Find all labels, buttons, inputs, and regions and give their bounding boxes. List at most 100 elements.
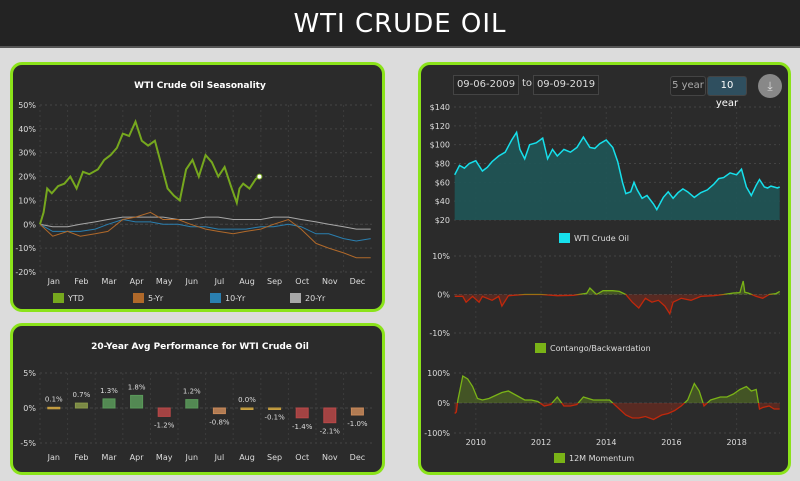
bar-label-jul: -0.8% xyxy=(209,419,230,427)
seasonality-x-tick: Nov xyxy=(322,277,338,286)
seasonality-x-tick: Sep xyxy=(267,277,282,286)
legend-10-yr-swatch xyxy=(210,293,221,303)
seasonality-x-tick: Aug xyxy=(239,277,255,286)
bar-label-nov: -2.1% xyxy=(320,428,341,436)
avg-perf-x-tick: Aug xyxy=(239,453,255,462)
bar-aug xyxy=(240,407,254,410)
legend-ytd-swatch xyxy=(53,293,64,303)
legend-momentum-swatch xyxy=(554,453,565,463)
bar-label-oct: -1.4% xyxy=(292,423,313,431)
bar-label-apr: 1.8% xyxy=(128,383,146,391)
momentum-area-pos xyxy=(454,376,780,403)
avg-perf-x-tick: May xyxy=(156,453,173,462)
history-panel: 09-06-2009 to 09-09-2019 5 year 10 year … xyxy=(418,62,791,475)
history-charts: $140 $120 $100 $80 $60 $40 $20 WTI Crude Oil 10%… xyxy=(424,103,781,463)
price-y-tick: $60 xyxy=(435,178,450,187)
seasonality-y-tick: 30% xyxy=(18,149,36,158)
contango-y-tick: 10% xyxy=(432,252,450,261)
seasonality-y-tick: -20% xyxy=(15,268,36,277)
range-5-year-button[interactable]: 5 year xyxy=(670,76,706,96)
legend-5-yr-swatch xyxy=(133,293,144,303)
seasonality-x-tick: May xyxy=(156,277,173,286)
avg-perf-x-tick: Sep xyxy=(267,453,282,462)
price-line xyxy=(454,130,780,212)
chart-title: 20-Year Avg Performance for WTI Crude Oi… xyxy=(91,342,309,352)
bar-jun xyxy=(185,399,199,409)
contango-y-tick: 0% xyxy=(437,291,450,300)
seasonality-y-tick: 10% xyxy=(18,196,36,205)
series-line-5-yr xyxy=(39,211,371,259)
contango-line-pos xyxy=(515,280,781,295)
seasonality-x-tick: Jun xyxy=(185,277,199,286)
chart-title: WTI Crude Oil Seasonality xyxy=(134,81,266,91)
seasonality-x-tick: Jul xyxy=(214,277,225,286)
avg-perf-x-tick: Nov xyxy=(322,453,338,462)
seasonality-y-tick: 0% xyxy=(23,220,36,229)
avg-perf-x-tick: Oct xyxy=(295,453,309,462)
seasonality-x-tick: Jan xyxy=(47,277,60,286)
series-line-ytd xyxy=(39,118,260,225)
contango-area-neg xyxy=(454,294,780,314)
bar-sep xyxy=(268,407,282,410)
bar-jul xyxy=(212,407,226,415)
bar-mar xyxy=(102,398,116,409)
seasonality-x-tick: Apr xyxy=(130,277,145,286)
legend-contango-swatch xyxy=(535,343,546,353)
price-area xyxy=(454,132,780,220)
bar-jan xyxy=(47,406,61,410)
seasonality-x-tick: Mar xyxy=(101,277,117,286)
year-x-tick: 2010 xyxy=(466,438,486,447)
download-button[interactable]: ⤓ xyxy=(758,74,782,98)
from-date-input[interactable]: 09-06-2009 xyxy=(453,75,519,95)
header-bar: WTI CRUDE OIL xyxy=(0,0,800,48)
page-title: WTI CRUDE OIL xyxy=(293,9,507,39)
legend-wti-crude-oil-label: WTI Crude Oil xyxy=(574,234,629,243)
ytd-last-point xyxy=(256,173,263,180)
seasonality-y-tick: 50% xyxy=(18,101,36,110)
momentum-area-neg xyxy=(454,403,780,420)
bar-apr xyxy=(130,394,144,409)
avg-perf-x-tick: Apr xyxy=(130,453,145,462)
momentum-line-pos xyxy=(456,374,760,403)
legend-ytd-label: YTD xyxy=(67,294,84,303)
avg-perf-x-tick: Jan xyxy=(47,453,60,462)
avg-perf-x-tick: Feb xyxy=(74,453,88,462)
avg-perf-x-tick: Jun xyxy=(185,453,199,462)
seasonality-x-tick: Dec xyxy=(350,277,365,286)
seasonality-panel: WTI Crude Oil Seasonality 50% 40% 30% 20% 10%… xyxy=(10,62,385,312)
avg-perf-y-tick: -5% xyxy=(20,439,36,448)
bar-label-dec: -1.0% xyxy=(347,420,368,428)
contango-line-neg xyxy=(454,294,775,316)
to-date-input[interactable]: 09-09-2019 xyxy=(533,75,599,95)
legend-20-yr-label: 20-Yr xyxy=(305,294,326,303)
seasonality-y-tick: 20% xyxy=(18,173,36,182)
seasonality-y-tick: 40% xyxy=(18,125,36,134)
avg-perf-x-tick: Jul xyxy=(214,453,225,462)
seasonality-x-tick: Oct xyxy=(295,277,309,286)
contango-area-pos xyxy=(454,281,780,295)
momentum-line-neg xyxy=(454,403,780,421)
avg-perf-y-tick: 0% xyxy=(23,404,36,413)
legend-10-yr-label: 10-Yr xyxy=(225,294,246,303)
legend-momentum-label: 12M Momentum xyxy=(569,454,634,463)
series-line-20-yr xyxy=(39,216,371,230)
contango-y-tick: -10% xyxy=(429,329,450,338)
price-y-tick: $80 xyxy=(435,160,450,169)
bar-oct xyxy=(295,407,309,419)
seasonality-y-tick: -10% xyxy=(15,244,36,253)
bar-may xyxy=(157,407,171,417)
avg-performance-panel: 20-Year Avg Performance for WTI Crude Oi… xyxy=(10,323,385,475)
price-y-tick: $140 xyxy=(430,103,450,112)
seasonality-chart: WTI Crude Oil Seasonality 50% 40% 30% 20% 10%… xyxy=(15,81,372,303)
avg-perf-x-tick: Mar xyxy=(101,453,117,462)
year-x-tick: 2016 xyxy=(661,438,681,447)
bar-feb xyxy=(74,402,88,409)
bar-label-aug: 0.0% xyxy=(238,396,256,404)
legend-20-yr-swatch xyxy=(290,293,301,303)
avg-perf-y-tick: 5% xyxy=(23,369,36,378)
download-icon: ⤓ xyxy=(767,79,773,93)
momentum-y-tick: 0% xyxy=(437,399,450,408)
range-10-year-button[interactable]: 10 year xyxy=(707,76,747,109)
to-label: to xyxy=(522,78,533,89)
year-x-tick: 2018 xyxy=(726,438,746,447)
